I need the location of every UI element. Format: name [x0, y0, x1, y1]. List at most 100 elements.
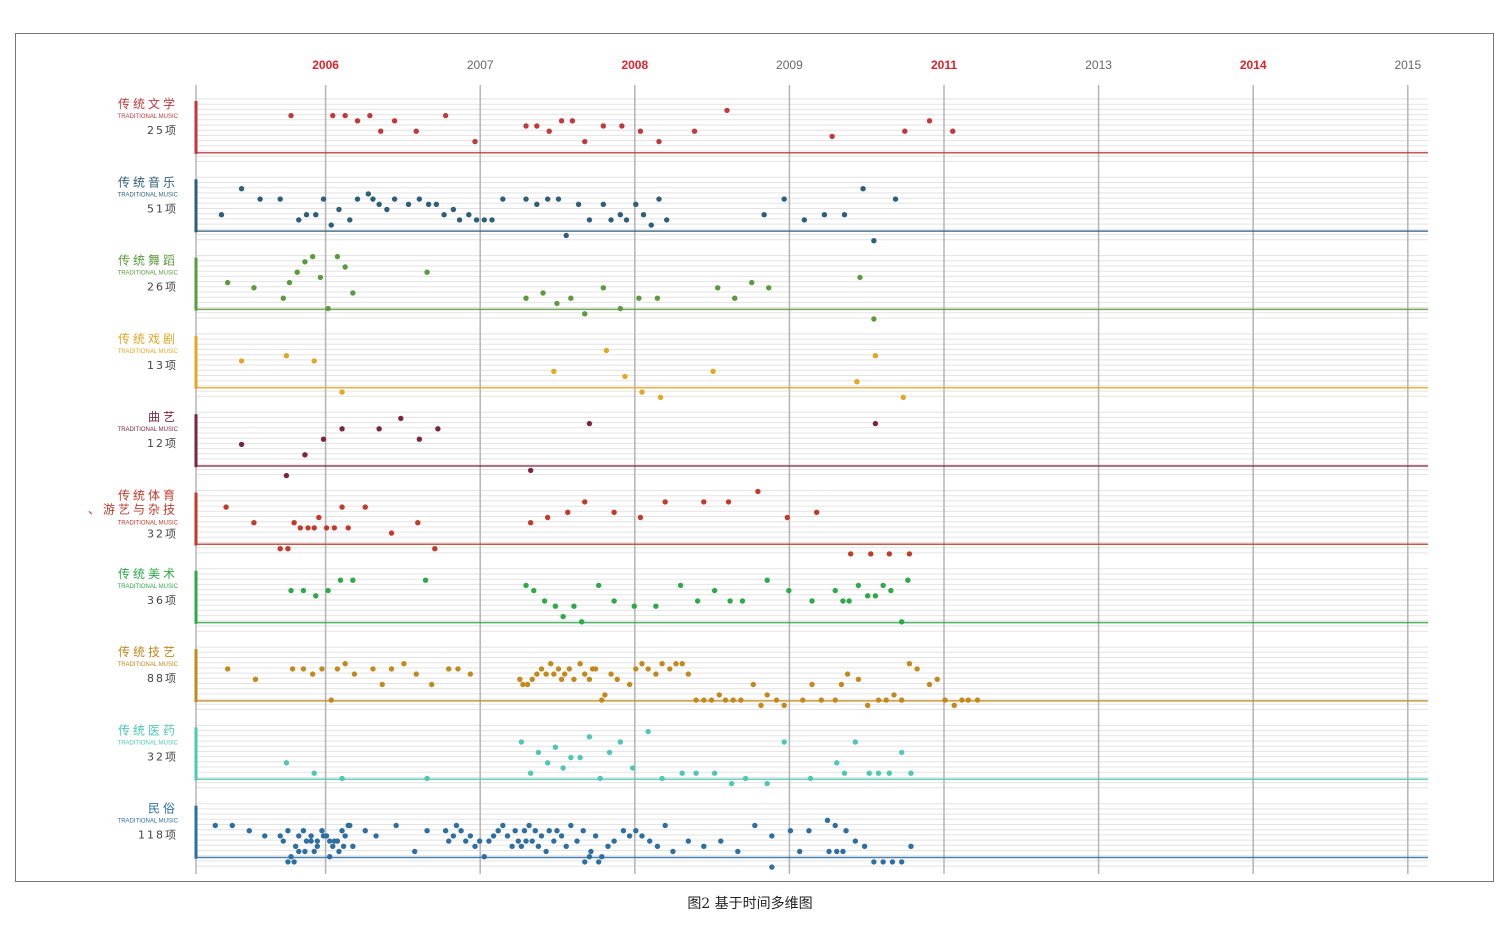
- data-point: [441, 212, 447, 218]
- data-point: [534, 671, 540, 677]
- data-point: [667, 666, 673, 672]
- data-point: [424, 269, 430, 275]
- data-point: [664, 217, 670, 223]
- data-point: [586, 217, 593, 223]
- data-point: [875, 770, 882, 776]
- data-point: [512, 828, 518, 834]
- data-point: [617, 212, 624, 218]
- data-point: [899, 859, 905, 865]
- data-point: [758, 702, 764, 708]
- data-point: [314, 838, 321, 844]
- data-point: [277, 833, 283, 839]
- data-point: [844, 671, 851, 677]
- data-point: [854, 379, 860, 385]
- data-point: [296, 833, 302, 839]
- data-point: [558, 676, 565, 682]
- data-point: [313, 593, 319, 599]
- data-point: [534, 123, 540, 129]
- data-point: [769, 833, 775, 839]
- data-point: [314, 843, 321, 849]
- data-point: [303, 838, 310, 844]
- data-point: [345, 822, 351, 829]
- data-point: [857, 274, 863, 281]
- data-point: [529, 676, 535, 682]
- data-point: [886, 551, 893, 557]
- data-point: [523, 196, 529, 202]
- data-point: [424, 828, 430, 834]
- data-point: [821, 212, 828, 218]
- data-point: [908, 770, 914, 776]
- data-point: [495, 828, 501, 834]
- category-subtitle: TRADITIONAL MUSIC: [118, 584, 179, 590]
- data-point: [582, 859, 588, 865]
- data-point: [524, 681, 531, 688]
- data-point: [548, 661, 554, 667]
- year-label: 2014: [1240, 58, 1267, 72]
- data-point: [405, 201, 412, 207]
- data-point: [965, 697, 971, 703]
- data-point: [639, 389, 645, 395]
- data-point: [523, 582, 529, 589]
- data-point: [711, 770, 718, 776]
- data-point: [297, 525, 304, 531]
- data-point: [595, 582, 602, 589]
- data-point: [527, 520, 534, 526]
- data-point: [832, 697, 838, 703]
- data-point: [801, 217, 808, 223]
- data-point: [384, 206, 390, 213]
- data-point: [446, 838, 452, 844]
- data-point: [331, 525, 338, 531]
- data-point: [342, 112, 348, 119]
- data-point: [571, 603, 577, 609]
- data-point: [309, 253, 316, 260]
- data-point: [541, 598, 548, 604]
- data-point: [662, 499, 668, 505]
- data-point: [467, 833, 474, 839]
- timeline-chart: 2006 2007 2008 2009 2011 2013 2014 2015 传统文学 TRAD…: [88, 58, 1428, 874]
- data-point: [653, 603, 659, 609]
- figure-caption: 图2 基于时间多维图: [687, 896, 813, 912]
- category-count: 88项: [147, 672, 178, 685]
- data-point: [906, 661, 913, 667]
- data-point: [670, 848, 676, 855]
- category-subtitle: TRADITIONAL MUSIC: [118, 521, 179, 527]
- data-point: [308, 833, 314, 839]
- data-point: [781, 196, 787, 202]
- data-point: [527, 770, 534, 776]
- data-point: [538, 833, 545, 839]
- data-point: [908, 843, 914, 849]
- data-point: [866, 770, 872, 776]
- data-point: [328, 222, 334, 228]
- data-point: [520, 681, 526, 688]
- data-point: [784, 514, 790, 521]
- data-point: [534, 201, 540, 207]
- data-point: [455, 666, 461, 672]
- data-point: [350, 290, 356, 296]
- data-point: [586, 420, 593, 427]
- category-count: 12项: [147, 437, 178, 450]
- category-count: 13项: [147, 359, 178, 372]
- data-point: [843, 828, 849, 834]
- data-point: [694, 598, 701, 604]
- data-point: [277, 196, 283, 202]
- data-point: [288, 854, 294, 860]
- data-point: [370, 196, 376, 202]
- data-point: [679, 661, 685, 667]
- data-point: [633, 828, 639, 834]
- data-point: [832, 822, 838, 829]
- data-point: [330, 843, 336, 849]
- data-point: [872, 593, 879, 599]
- data-point: [554, 828, 560, 834]
- data-point: [840, 598, 846, 604]
- data-point: [569, 118, 576, 124]
- data-point: [342, 264, 348, 270]
- data-point: [871, 316, 877, 322]
- data-point: [289, 666, 296, 672]
- category-subtitle: TRADITIONAL MUSIC: [118, 819, 179, 825]
- data-point: [535, 843, 542, 849]
- data-point: [518, 739, 525, 745]
- data-point: [252, 676, 259, 682]
- data-point: [582, 499, 588, 505]
- data-point: [605, 843, 611, 849]
- data-point: [600, 201, 607, 207]
